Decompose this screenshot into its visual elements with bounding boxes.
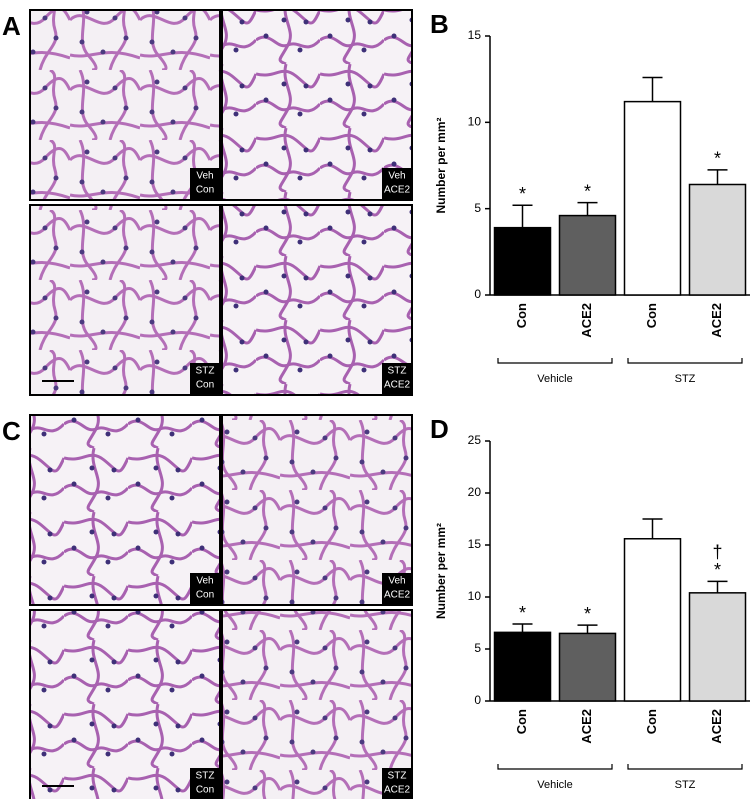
bar bbox=[493, 226, 552, 296]
group-label: STZ bbox=[675, 779, 696, 791]
micrograph bbox=[29, 204, 221, 396]
x-tick-label: ACE2 bbox=[709, 709, 724, 744]
image-label: STZ bbox=[196, 771, 215, 782]
bar bbox=[558, 632, 617, 702]
image-label: Veh bbox=[388, 576, 405, 587]
image-label: ACE2 bbox=[384, 590, 411, 601]
y-tick-label: 0 bbox=[474, 287, 481, 301]
bar bbox=[558, 214, 617, 296]
significance-mark: * bbox=[714, 560, 721, 580]
micrograph bbox=[221, 204, 413, 396]
y-axis-label: Number per mm² bbox=[434, 523, 448, 619]
image-label: Con bbox=[196, 590, 214, 601]
x-tick-label: Con bbox=[644, 709, 659, 734]
image-label-box bbox=[190, 573, 220, 605]
image-label-box bbox=[382, 168, 412, 200]
panel-letter: D bbox=[430, 414, 449, 444]
image-label-box bbox=[382, 768, 412, 799]
image-label-box bbox=[382, 573, 412, 605]
group-bracket bbox=[497, 358, 613, 364]
bar bbox=[623, 538, 682, 702]
y-tick-label: 20 bbox=[468, 485, 482, 499]
image-label-box bbox=[190, 363, 220, 395]
image-label: STZ bbox=[388, 366, 407, 377]
micrograph bbox=[221, 9, 413, 201]
x-tick-label: Con bbox=[514, 709, 529, 734]
image-label: STZ bbox=[388, 771, 407, 782]
micrograph bbox=[221, 414, 413, 606]
group-label: STZ bbox=[675, 373, 696, 385]
image-label-box bbox=[190, 768, 220, 799]
group-label: Vehicle bbox=[537, 779, 572, 791]
y-tick-label: 15 bbox=[468, 537, 482, 551]
group-bracket bbox=[627, 764, 743, 770]
y-tick-label: 5 bbox=[474, 641, 481, 655]
bar bbox=[688, 183, 747, 296]
micrograph bbox=[29, 414, 221, 606]
image-label: Veh bbox=[196, 576, 213, 587]
bar bbox=[623, 100, 682, 296]
image-label: Veh bbox=[196, 171, 213, 182]
micrograph bbox=[221, 609, 413, 799]
significance-mark: * bbox=[714, 149, 721, 169]
group-bracket bbox=[627, 358, 743, 364]
y-axis-label: Number per mm² bbox=[434, 117, 448, 213]
micrograph bbox=[29, 9, 221, 201]
y-tick-label: 15 bbox=[468, 28, 482, 42]
image-label: STZ bbox=[196, 366, 215, 377]
image-label-box bbox=[190, 168, 220, 200]
significance-mark: * bbox=[519, 603, 526, 623]
significance-mark: † bbox=[712, 542, 722, 562]
y-tick-label: 0 bbox=[474, 693, 481, 707]
image-label: Con bbox=[196, 380, 214, 391]
y-tick-label: 25 bbox=[468, 433, 482, 447]
significance-mark: * bbox=[519, 184, 526, 204]
x-tick-label: Con bbox=[644, 303, 659, 328]
y-tick-label: 10 bbox=[468, 115, 482, 129]
x-tick-label: ACE2 bbox=[579, 303, 594, 338]
y-tick-label: 5 bbox=[474, 201, 481, 215]
panel-letter: B bbox=[430, 9, 449, 39]
image-label: Con bbox=[196, 785, 214, 796]
x-tick-label: ACE2 bbox=[709, 303, 724, 338]
group-label: Vehicle bbox=[537, 373, 572, 385]
image-label: ACE2 bbox=[384, 785, 411, 796]
group-bracket bbox=[497, 764, 613, 770]
x-tick-label: Con bbox=[514, 303, 529, 328]
significance-mark: * bbox=[584, 604, 591, 624]
image-label: ACE2 bbox=[384, 380, 411, 391]
y-tick-label: 10 bbox=[468, 589, 482, 603]
significance-mark: * bbox=[584, 181, 591, 201]
image-label: ACE2 bbox=[384, 185, 411, 196]
image-label-box bbox=[382, 363, 412, 395]
image-label: Con bbox=[196, 185, 214, 196]
micrograph bbox=[29, 609, 221, 799]
bar bbox=[688, 592, 747, 702]
x-tick-label: ACE2 bbox=[579, 709, 594, 744]
image-label: Veh bbox=[388, 171, 405, 182]
panel-letter: A bbox=[2, 11, 21, 41]
panel-letter: C bbox=[2, 416, 21, 446]
bar bbox=[493, 631, 552, 702]
